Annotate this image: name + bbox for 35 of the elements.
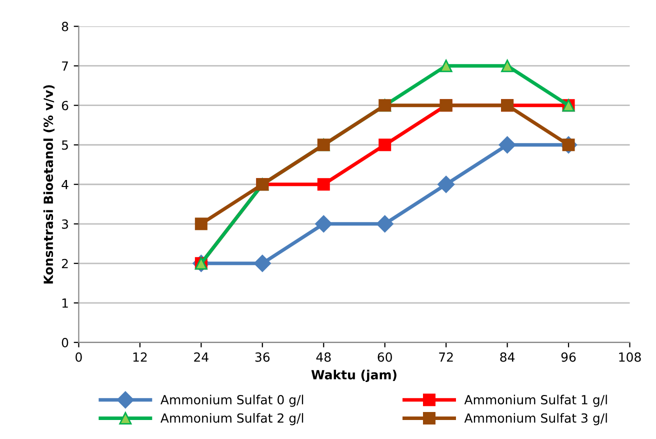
y-tick-label: 8 <box>62 22 68 32</box>
point <box>317 178 330 191</box>
x-tick-label: 0 <box>76 352 82 362</box>
legend-label: Ammonium Sulfat 0 g/l <box>160 394 304 407</box>
y-tick-label: 4 <box>62 180 68 190</box>
x-tick-label: 12 <box>133 352 147 362</box>
legend-label: Ammonium Sulfat 1 g/l <box>464 394 607 407</box>
point <box>194 218 208 230</box>
x-axis-title: Waktu (jam) <box>311 370 396 382</box>
point <box>376 215 394 232</box>
legend-label: Ammonium Sulfat 3 g/l <box>464 413 607 426</box>
y-tick-label: 6 <box>62 100 68 110</box>
point <box>440 60 452 72</box>
y-tick-label: 0 <box>62 338 68 348</box>
point <box>438 176 455 193</box>
x-tick-label: 36 <box>255 352 270 362</box>
y-axis-title: Konsntrasi Bioetanol (% v/v) <box>43 85 55 284</box>
x-tick-label: 72 <box>439 352 453 362</box>
legend-label: Ammonium Sulfat 2 g/l <box>160 413 304 426</box>
y-tick-label: 3 <box>62 219 68 229</box>
point <box>254 254 271 272</box>
x-tick-label: 24 <box>194 352 208 362</box>
point <box>501 60 514 72</box>
point <box>498 136 516 154</box>
x-tick-label: 48 <box>316 352 331 362</box>
y-tick-label: 2 <box>62 258 68 268</box>
y-tick-label: 7 <box>62 61 68 71</box>
point <box>315 215 332 232</box>
x-tick-label: 84 <box>500 352 515 362</box>
x-tick-label: 60 <box>378 352 392 362</box>
point <box>378 138 392 152</box>
y-tick-label: 5 <box>62 140 68 150</box>
x-tick-label: 96 <box>561 352 576 362</box>
y-tick-label: 1 <box>62 298 68 308</box>
x-tick-label: 108 <box>619 352 641 362</box>
